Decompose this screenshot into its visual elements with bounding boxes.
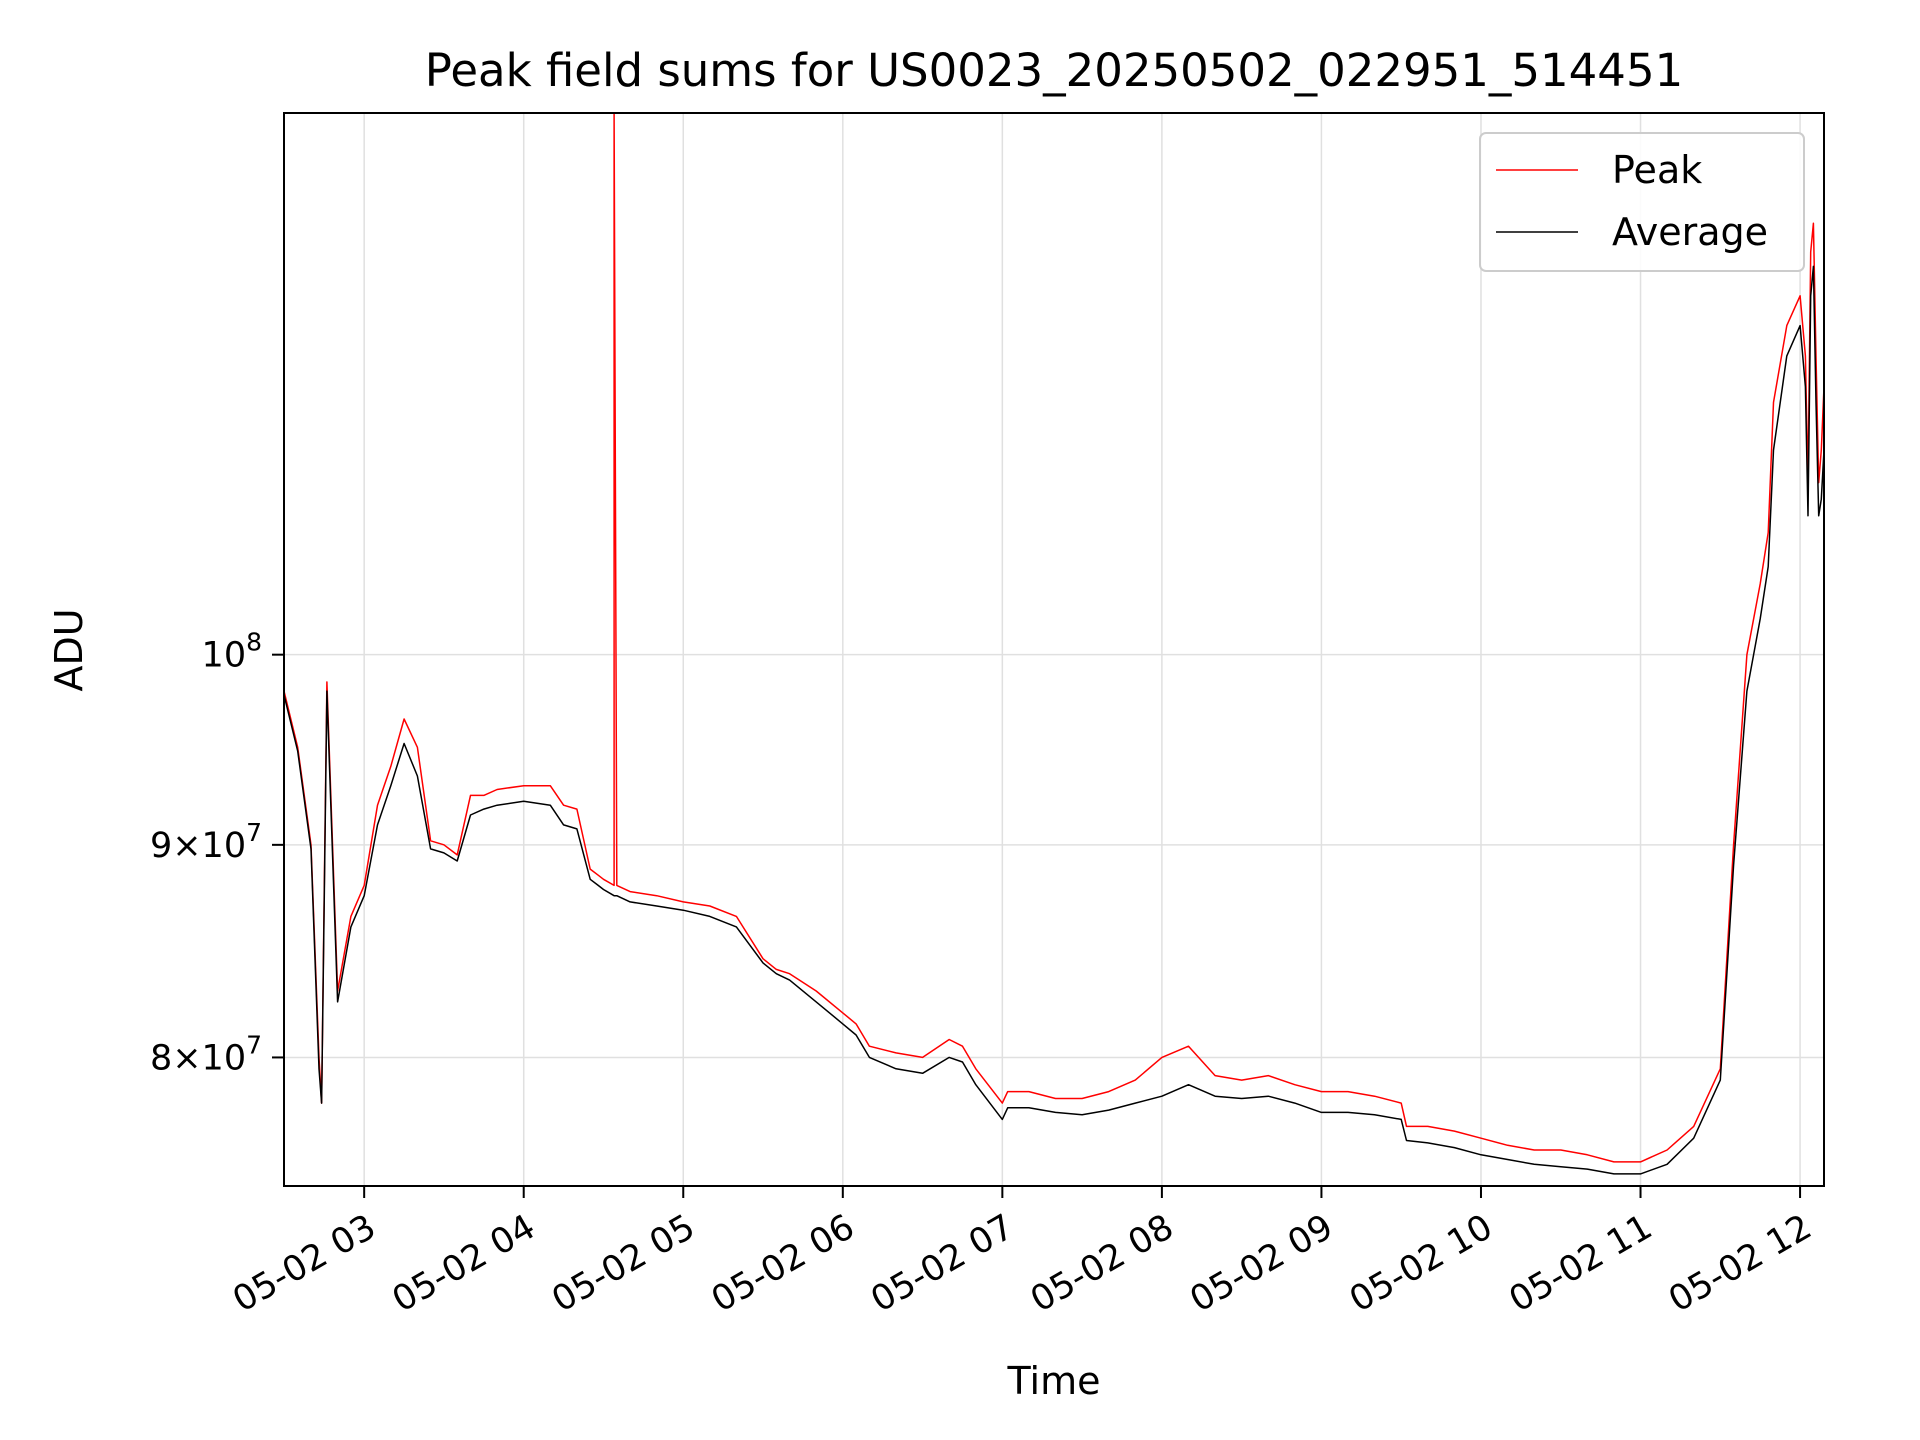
chart-title: Peak field sums for US0023_20250502_0229… [425, 44, 1683, 97]
legend: Peak Average [1479, 132, 1805, 272]
series-line-average [283, 265, 1825, 1175]
y-tick-label: 9×107 [150, 818, 262, 866]
series-layer [283, 112, 1825, 1175]
y-tick-label: 8×107 [150, 1030, 262, 1078]
gridlines [284, 113, 1824, 1186]
x-axis-label: Time [1007, 1359, 1101, 1403]
legend-peak-label: Peak [1612, 148, 1702, 192]
legend-box [1479, 132, 1805, 272]
legend-average-label: Average [1612, 210, 1768, 254]
series-line-peak [283, 112, 1825, 1163]
y-axis-label: ADU [47, 608, 91, 691]
plot-frame [283, 112, 1825, 1187]
